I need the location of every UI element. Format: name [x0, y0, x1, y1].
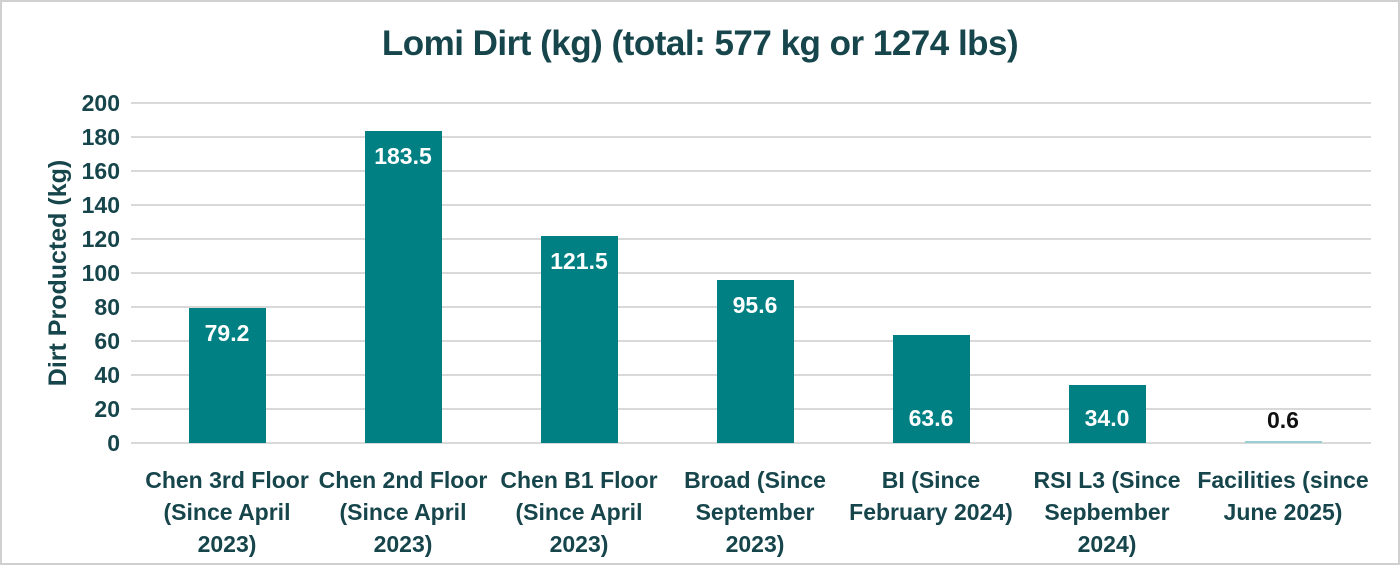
- gridline: [131, 442, 1371, 444]
- bar-value-label: 121.5: [550, 248, 608, 275]
- y-tick-label: 200: [81, 90, 120, 116]
- x-category-label: BI (Since February 2024): [849, 467, 1013, 525]
- gridline: [131, 136, 1371, 138]
- y-tick-label: 120: [81, 226, 120, 252]
- y-tick-label: 140: [81, 192, 120, 218]
- x-category-label: Chen 2nd Floor (Since April 2023): [318, 467, 488, 557]
- bar-value-label: 34.0: [1084, 405, 1130, 431]
- bar-value-label: 63.6: [908, 405, 954, 431]
- y-tick-label: 100: [81, 260, 120, 286]
- y-tick-label: 160: [81, 158, 120, 184]
- x-category-label: Chen B1 Floor (Since April 2023): [500, 467, 658, 557]
- bar: [1068, 385, 1146, 443]
- bar-value-label: 79.2: [204, 320, 250, 347]
- y-tick-label: 20: [94, 396, 120, 422]
- x-category-label: Chen 3rd Floor (Since April 2023): [145, 467, 309, 557]
- gridline: [131, 102, 1371, 104]
- bar: [716, 280, 794, 443]
- gridline: [131, 272, 1371, 274]
- y-tick-label: 40: [94, 362, 120, 388]
- gridline: [131, 170, 1371, 172]
- gridline: [131, 204, 1371, 206]
- bar: [892, 334, 970, 443]
- x-category-label: Broad (Since September 2023): [684, 467, 826, 557]
- bar: [540, 236, 618, 443]
- y-tick-label: 0: [107, 430, 120, 456]
- bar-value-label: 95.6: [732, 292, 778, 319]
- bar-value-label: 183.5: [374, 143, 432, 170]
- x-category-label: Facilities (since June 2025): [1197, 467, 1369, 525]
- bar: [188, 308, 266, 443]
- plot-area: 79.2 183.5 121.5 95.6 63.6 34.0 0.6: [131, 102, 1371, 444]
- bar: [1244, 441, 1322, 443]
- x-category-label: RSI L3 (Since Sepbember 2024): [1033, 467, 1181, 557]
- bar-value-label: 0.6: [1267, 407, 1299, 433]
- bar: [364, 131, 442, 443]
- gridline: [131, 238, 1371, 240]
- y-tick-label: 80: [94, 294, 120, 320]
- y-tick-label: 60: [94, 328, 120, 354]
- y-tick-label: 180: [81, 124, 120, 150]
- chart-title: Lomi Dirt (kg) (total: 577 kg or 1274 lb…: [381, 24, 1019, 63]
